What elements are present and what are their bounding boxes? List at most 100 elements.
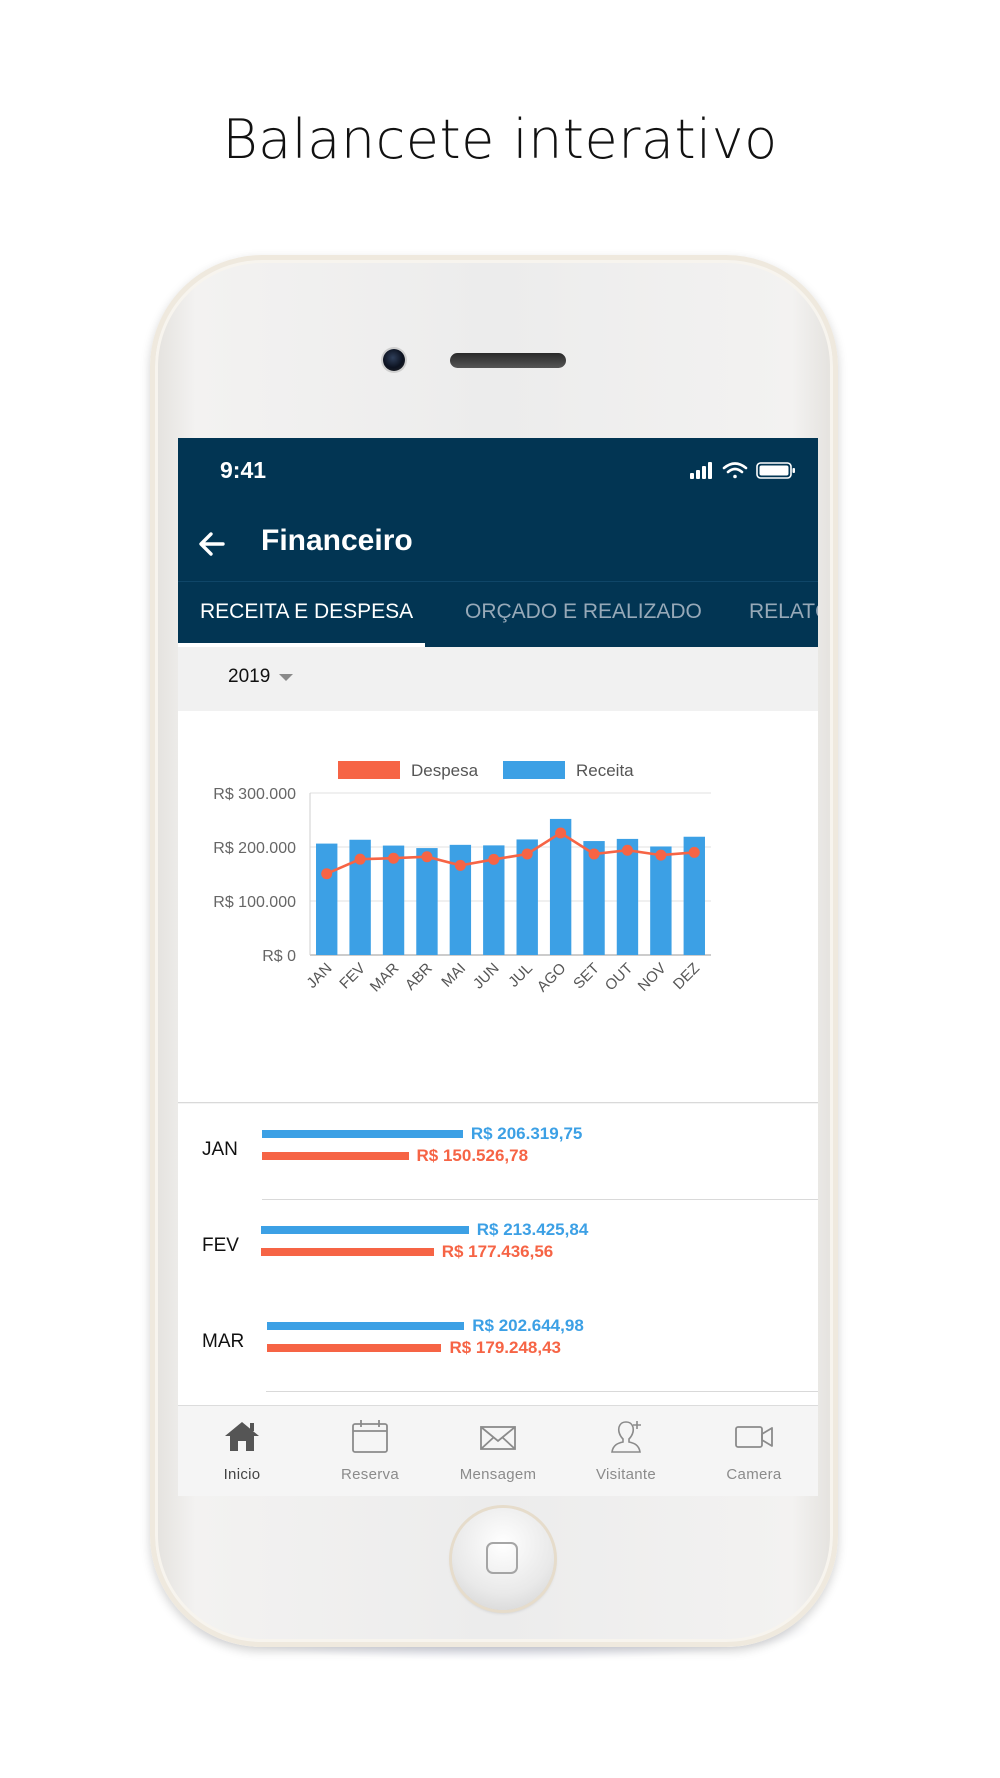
despesa-point [688, 846, 700, 858]
x-tick-label: JUN [470, 960, 503, 993]
list-item-month: MAR [202, 1331, 245, 1352]
x-tick-label: FEV [336, 960, 369, 993]
home-button[interactable] [452, 1508, 554, 1610]
despesa-point [321, 868, 333, 880]
list-item-month: FEV [202, 1235, 239, 1256]
x-tick-label: JAN [303, 960, 335, 992]
receita-bar [349, 839, 371, 955]
bottom-nav: Inicio Reserva Mensagem [178, 1405, 818, 1496]
nav-item-inicio[interactable]: Inicio [178, 1406, 306, 1496]
nav-label: Inicio [223, 1466, 261, 1483]
chart-card: R$ 0 R$ 100.000 R$ 200.000 R$ 300.000 JAN FEV… [178, 711, 818, 1102]
despesa-value: R$ 150.526,78 [416, 1146, 529, 1165]
wifi-icon [722, 462, 748, 479]
y-tick-label: R$ 100.000 [213, 894, 296, 911]
receita-bar [267, 1322, 465, 1330]
despesa-point [555, 827, 567, 839]
home-icon [225, 1422, 259, 1451]
receita-value: R$ 202.644,98 [472, 1316, 584, 1335]
receita-bar [262, 1130, 463, 1138]
receita-bar [261, 1226, 469, 1234]
app-screen: 9:41 [178, 438, 818, 1496]
app-bar: 9:41 [178, 438, 818, 647]
x-tick-label: ABR [402, 960, 436, 994]
receita-bar [516, 839, 538, 955]
despesa-point [421, 851, 433, 863]
despesa-value: R$ 179.248,43 [449, 1338, 561, 1357]
despesa-line [326, 831, 695, 875]
row-divider [262, 1199, 818, 1200]
nav-item-visitante[interactable]: Visitante [562, 1406, 690, 1496]
despesa-bar [267, 1344, 442, 1352]
chart-divider [178, 1102, 818, 1103]
phone-frame: 9:41 [150, 255, 838, 1647]
receita-bar [549, 818, 572, 955]
y-tick-label: R$ 200.000 [213, 840, 296, 857]
legend-swatch [503, 761, 565, 779]
receita-bar [583, 841, 605, 955]
tab-relatorio[interactable]: RELATÓ [749, 600, 818, 623]
add-person-icon [611, 1421, 641, 1453]
y-tick-label: R$ 300.000 [213, 786, 296, 803]
despesa-bar [262, 1152, 409, 1160]
video-camera-icon [735, 1426, 773, 1448]
x-tick-label: JUL [505, 960, 536, 991]
receita-bar [382, 845, 405, 955]
x-tick-label: MAI [438, 960, 469, 991]
receita-bar [483, 845, 505, 955]
x-tick-label: MAR [367, 960, 403, 996]
page-title: Financeiro [261, 524, 413, 557]
receita-value: R$ 213.425,84 [476, 1220, 589, 1239]
nav-label: Visitante [596, 1466, 656, 1483]
x-tick-label: DEZ [670, 960, 703, 993]
year-filter-bar: 2019 [178, 647, 818, 711]
nav-item-reserva[interactable]: Reserva [306, 1406, 434, 1496]
calendar-icon [352, 1420, 388, 1453]
x-tick-label: SET [570, 960, 603, 993]
list-item-month: JAN [202, 1139, 238, 1160]
revenue-expense-chart: R$ 0 R$ 100.000 R$ 200.000 R$ 300.000 JAN FEV… [213, 761, 711, 996]
despesa-bar [261, 1248, 434, 1256]
legend-label: Receita [576, 761, 634, 780]
despesa-point [488, 853, 500, 865]
status-icons [690, 462, 795, 479]
x-tick-label: NOV [635, 960, 670, 995]
receita-bar [416, 848, 438, 955]
despesa-point [388, 852, 400, 864]
receita-bar [616, 838, 639, 955]
battery-icon [756, 462, 795, 479]
receita-value: R$ 206.319,75 [470, 1124, 583, 1143]
x-tick-label: OUT [602, 960, 636, 994]
earpiece-speaker [450, 353, 566, 368]
despesa-point [655, 849, 667, 861]
despesa-point [521, 848, 533, 860]
mail-icon [480, 1426, 516, 1450]
back-arrow-icon[interactable] [194, 526, 230, 562]
legend-swatch [338, 761, 400, 779]
nav-item-camera[interactable]: Camera [690, 1406, 818, 1496]
year-select[interactable]: 2019 [228, 666, 271, 687]
tab-receita-e-despesa[interactable]: RECEITA E DESPESA [200, 600, 414, 623]
despesa-point [621, 844, 633, 856]
receita-bar [650, 846, 672, 955]
chevron-down-icon[interactable] [279, 674, 293, 681]
monthly-list: JAN R$ 206.319,75 R$ 150.526,78 FEV R$ 2… [178, 1104, 818, 1405]
despesa-point [454, 859, 466, 871]
tabs-divider [178, 581, 818, 582]
page-headline: Balancete interativo [222, 108, 778, 171]
nav-item-mensagem[interactable]: Mensagem [434, 1406, 562, 1496]
receita-bar [683, 836, 705, 955]
despesa-point [354, 853, 366, 865]
tab-orcado-e-realizado[interactable]: ORÇADO E REALIZADO [465, 600, 702, 623]
legend-label: Despesa [411, 761, 479, 780]
despesa-value: R$ 177.436,56 [441, 1242, 554, 1261]
despesa-point [588, 848, 600, 860]
nav-label: Camera [726, 1466, 782, 1483]
status-time: 9:41 [220, 457, 267, 483]
x-tick-label: AGO [534, 960, 570, 996]
receita-bar [449, 844, 472, 955]
front-camera-icon [383, 349, 405, 371]
row-divider [266, 1391, 818, 1392]
active-tab-indicator [178, 643, 425, 647]
signal-icon [690, 462, 712, 479]
